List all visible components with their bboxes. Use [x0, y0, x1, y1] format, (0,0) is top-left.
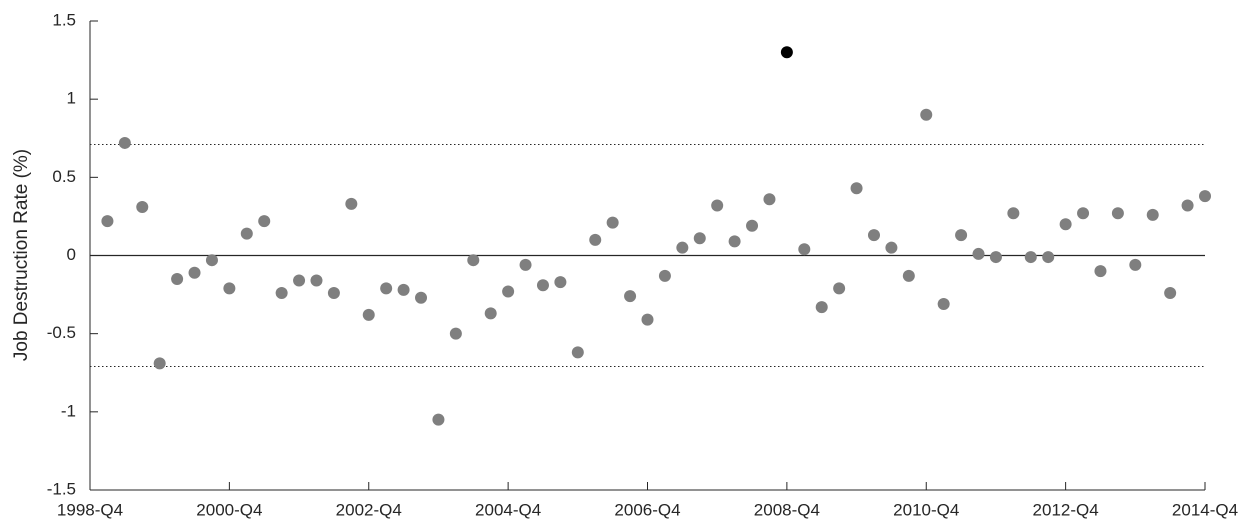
point: [205, 254, 218, 267]
y-tick-label: -1.5: [47, 479, 76, 498]
point: [449, 327, 462, 340]
point: [118, 136, 131, 149]
y-tick-label: -0.5: [47, 323, 76, 342]
x-tick-label: 1998-Q4: [57, 500, 123, 519]
y-axis-label: Job Destruction Rate (%): [11, 149, 32, 361]
y-tick-label: 0: [67, 245, 76, 264]
point: [624, 290, 637, 303]
point: [223, 282, 236, 295]
point: [711, 199, 724, 212]
point: [885, 241, 898, 254]
point: [293, 274, 306, 287]
point: [136, 201, 149, 214]
point: [1164, 287, 1177, 300]
point: [275, 287, 288, 300]
x-tick-label: 2004-Q4: [475, 500, 541, 519]
point: [519, 258, 532, 271]
x-tick-label: 2002-Q4: [336, 500, 402, 519]
point: [571, 346, 584, 359]
point: [676, 241, 689, 254]
point: [1059, 218, 1072, 231]
point: [815, 301, 828, 314]
point: [502, 285, 515, 298]
point: [937, 297, 950, 310]
point: [763, 193, 776, 206]
point: [554, 276, 567, 289]
point: [1024, 251, 1037, 264]
point: [1129, 258, 1142, 271]
point: [606, 216, 619, 229]
point: [989, 251, 1002, 264]
point: [658, 269, 671, 282]
point: [972, 247, 985, 260]
point: [188, 266, 201, 279]
point: [467, 254, 480, 267]
x-tick-label: 2000-Q4: [196, 500, 262, 519]
point: [101, 215, 114, 228]
point: [641, 313, 654, 326]
point: [589, 233, 602, 246]
point: [833, 282, 846, 295]
point: [798, 243, 811, 256]
point: [1111, 207, 1124, 220]
point: [850, 182, 863, 195]
x-tick-label: 2008-Q4: [754, 500, 820, 519]
y-tick-label: 0.5: [52, 167, 76, 186]
point: [362, 308, 375, 321]
point: [867, 229, 880, 242]
point: [1181, 199, 1194, 212]
point: [746, 219, 759, 232]
x-tick-label: 2012-Q4: [1033, 500, 1099, 519]
point: [432, 413, 445, 426]
x-tick-label: 2010-Q4: [893, 500, 959, 519]
point: [258, 215, 271, 228]
point: [484, 307, 497, 320]
point: [240, 227, 253, 240]
point: [1094, 265, 1107, 278]
point: [1042, 251, 1055, 264]
point: [310, 274, 323, 287]
point: [397, 283, 410, 296]
point: [693, 232, 706, 245]
point: [536, 279, 549, 292]
point: [902, 269, 915, 282]
point: [780, 46, 793, 59]
point: [1077, 207, 1090, 220]
point: [415, 291, 428, 304]
point: [171, 272, 184, 285]
point: [380, 282, 393, 295]
point: [345, 197, 358, 210]
point: [955, 229, 968, 242]
point: [1146, 208, 1159, 221]
y-tick-label: 1.5: [52, 10, 76, 29]
y-tick-label: -1: [61, 401, 76, 420]
point: [920, 108, 933, 121]
point: [1007, 207, 1020, 220]
point: [153, 357, 166, 370]
x-tick-label: 2014-Q4: [1172, 500, 1238, 519]
x-tick-label: 2006-Q4: [614, 500, 680, 519]
y-tick-label: 1: [67, 89, 76, 108]
point: [728, 235, 741, 248]
point: [327, 287, 340, 300]
point: [1199, 190, 1211, 203]
